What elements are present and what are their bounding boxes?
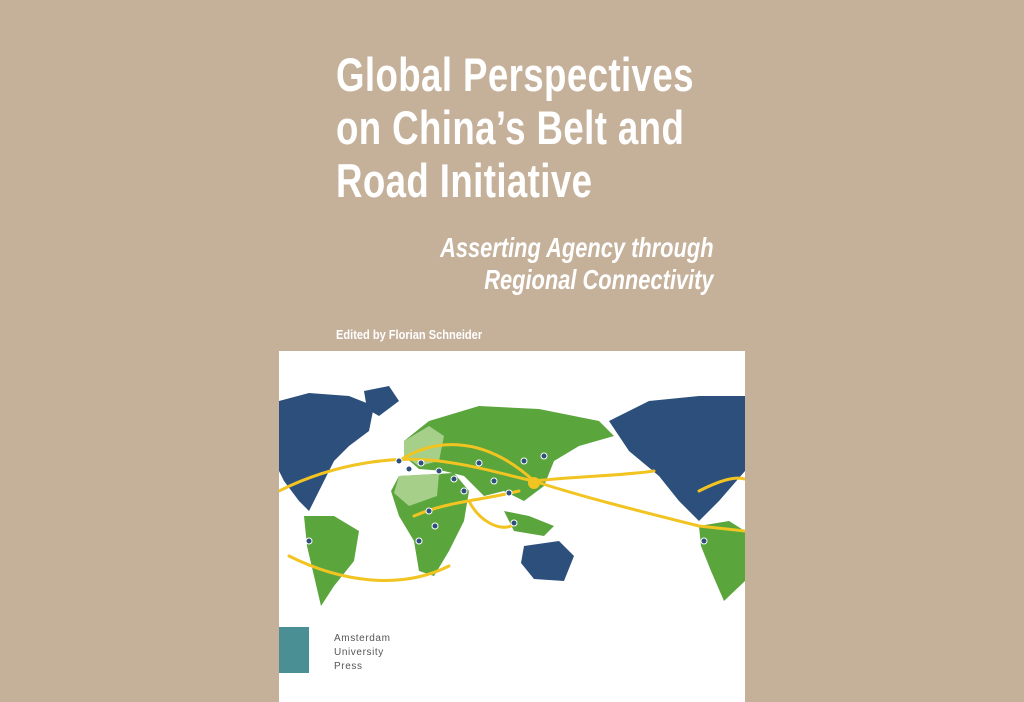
australia <box>521 541 574 581</box>
book-subtitle: Asserting Agency through Regional Connec… <box>441 232 714 296</box>
publisher-logo-mark <box>279 627 309 673</box>
north-america-left <box>279 393 374 511</box>
north-america-right <box>609 396 745 521</box>
route <box>287 554 451 582</box>
route <box>467 499 513 529</box>
south-america-right <box>699 521 745 601</box>
eurasia <box>404 406 614 501</box>
publisher-line: Press <box>334 661 363 672</box>
city-dots <box>305 452 708 545</box>
route <box>397 443 536 483</box>
title-line: Road Initiative <box>336 154 593 207</box>
subtitle-line: Regional Connectivity <box>484 264 714 295</box>
route <box>532 479 745 533</box>
china-hub <box>528 477 540 489</box>
world-map-illustration <box>279 386 745 606</box>
route <box>279 457 536 493</box>
editor-credit: Edited by Florian Schneider <box>336 327 483 342</box>
subtitle-line: Asserting Agency through <box>440 232 714 263</box>
africa-light <box>394 474 439 506</box>
book-title: Global Perspectives on China’s Belt and … <box>336 48 694 207</box>
cover-map-panel: Amsterdam University Press <box>279 351 745 702</box>
southeast-asia <box>504 511 554 536</box>
greenland <box>364 386 399 416</box>
title-line: Global Perspectives <box>336 48 694 101</box>
europe-light <box>404 426 444 466</box>
title-line: on China’s Belt and <box>336 101 685 154</box>
south-america-left <box>304 516 359 606</box>
route <box>697 476 745 493</box>
publisher-line: University <box>334 647 384 658</box>
publisher-name: Amsterdam University Press <box>334 632 391 674</box>
route <box>532 469 656 483</box>
publisher-line: Amsterdam <box>334 633 391 644</box>
